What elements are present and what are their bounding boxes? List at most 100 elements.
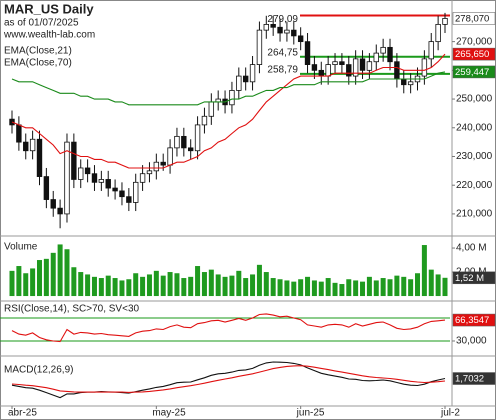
volume-bar [442, 277, 448, 297]
legend-entry: EMA(Close,21) [4, 46, 72, 57]
volume-bar [256, 264, 262, 297]
candle-body [284, 29, 290, 34]
candle-body [339, 61, 345, 65]
legend-entry: EMA(Close,70) [4, 58, 72, 69]
candle-body [270, 23, 276, 28]
x-tick-label: may-25 [152, 408, 186, 419]
volume-bar [112, 278, 118, 297]
value-tag [452, 65, 496, 79]
level-label: 279,09 [267, 14, 298, 25]
candle-body [394, 61, 400, 80]
y-tick-label: 4,00 M [456, 243, 487, 254]
volume-bar [270, 278, 276, 297]
volume-bar [421, 245, 427, 297]
value-tag [452, 271, 496, 285]
volume-bar [215, 274, 221, 297]
volume-bar [133, 273, 139, 297]
volume-bar [284, 280, 290, 297]
panel-title: RSI(Close,14), SC>70, SV<30 [4, 304, 140, 315]
y-tick-label: 30,000 [456, 336, 487, 347]
value-tag-label: 265,650 [455, 49, 489, 60]
volume-bar [57, 244, 63, 297]
volume-bar [366, 276, 372, 297]
indicator-line [11, 313, 446, 343]
candle-body [387, 46, 393, 63]
candle-body [229, 90, 235, 106]
volume-bar [98, 278, 104, 297]
candle-body [208, 101, 215, 117]
candle-body [64, 141, 70, 215]
y-tick-label: 240,000 [456, 122, 493, 133]
y-tick-label: 250,000 [456, 94, 493, 105]
volume-bar [23, 273, 29, 297]
candle-body [112, 187, 118, 192]
value-tag [452, 12, 496, 25]
candle-body [373, 52, 379, 63]
candle-body [71, 141, 77, 180]
candle-body [304, 41, 311, 65]
candle-body [78, 167, 84, 180]
candle-body [297, 35, 304, 43]
candle-body [57, 207, 63, 215]
volume-bar [188, 276, 194, 297]
volume-bar [126, 279, 132, 297]
value-tag [452, 47, 496, 61]
candle-body [311, 64, 318, 71]
volume-bar [30, 268, 36, 297]
volume-bar [311, 280, 317, 297]
candle-body [332, 61, 338, 65]
volume-bar [71, 267, 77, 297]
candle-body [366, 61, 373, 71]
candle-body [16, 124, 22, 143]
candle-body [242, 75, 249, 83]
volume-bar [318, 281, 324, 297]
candle-body [201, 115, 208, 126]
volume-bar [91, 276, 97, 297]
candle-body [160, 161, 166, 166]
candle-body [98, 179, 105, 183]
candle-body [29, 138, 36, 152]
volume-bar [78, 272, 84, 297]
volume-bar [64, 249, 70, 297]
volume-bar [298, 279, 304, 297]
value-tag-label: 1,52 M [455, 273, 484, 284]
volume-bar [236, 270, 242, 297]
candle-body [380, 46, 386, 54]
candle-body [119, 190, 125, 198]
plot: 279,09 264,75 258,79 [0, 12, 450, 399]
candle-body [428, 41, 434, 60]
volume-bar [380, 278, 386, 297]
value-tag-label: 278,070 [455, 13, 489, 24]
y-tick-label: 230,000 [456, 151, 493, 162]
volume-bar [408, 279, 414, 297]
volume-bar [346, 279, 352, 297]
candle-body [359, 58, 366, 71]
candle-body [194, 124, 201, 152]
y-tick-label: 270,000 [456, 36, 493, 47]
volume-bar [140, 276, 146, 297]
volume-bar [195, 266, 201, 297]
chart-title: MAR_US Daily [4, 1, 94, 16]
volume-bar [36, 260, 42, 297]
value-tag-label: 1,7032 [455, 374, 484, 385]
indicator-line [11, 53, 446, 169]
candle-body [146, 170, 153, 175]
candle-body [105, 179, 111, 189]
value-tag [452, 372, 496, 385]
candle-body [277, 26, 283, 34]
volume-bar [435, 274, 441, 297]
candle-body [249, 64, 256, 83]
volume-bar [401, 276, 407, 297]
volume-bar [174, 273, 180, 297]
volume-bar [277, 279, 283, 297]
y-tick-label: 210,000 [456, 209, 493, 220]
candle-body [91, 173, 98, 183]
volume-bar [229, 275, 235, 297]
candle-body [181, 135, 187, 149]
volume-bar [119, 280, 125, 297]
volume-bar [9, 270, 15, 297]
volume-bar [43, 258, 49, 297]
panel-title: Volume [4, 242, 38, 253]
volume-bar [208, 269, 214, 297]
